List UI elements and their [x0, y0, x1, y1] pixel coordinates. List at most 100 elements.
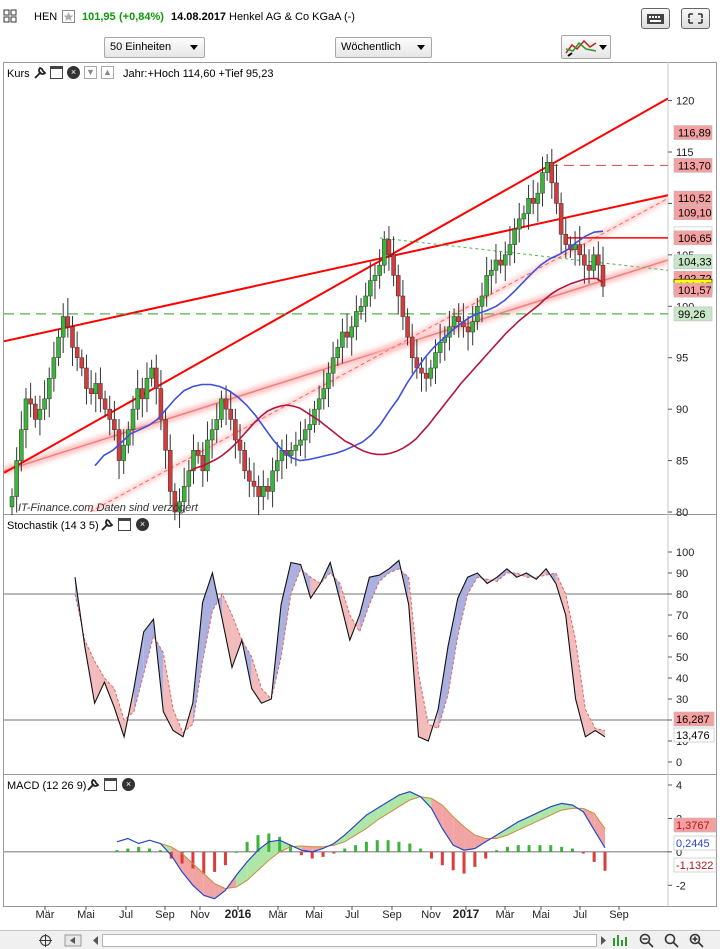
candle-body [372, 275, 378, 281]
stoch-fill [300, 564, 311, 599]
candle [9, 488, 15, 516]
candle-body [349, 326, 354, 338]
menu-grid-icon[interactable] [3, 9, 18, 24]
macd-fill [561, 803, 573, 811]
stoch-fill [585, 709, 596, 737]
horizontal-scrollbar[interactable] [102, 934, 597, 947]
star-icon[interactable] [62, 10, 75, 23]
candle-body [461, 321, 466, 328]
macd-fill [247, 850, 258, 881]
candle [428, 359, 434, 387]
stoch-fill [428, 709, 439, 741]
candle [228, 390, 233, 431]
macd-histogram-bar [137, 846, 141, 852]
candle-body [19, 429, 24, 461]
move-down-icon[interactable]: ▼ [84, 66, 97, 79]
candle-body [209, 429, 215, 441]
scroll-left-icon[interactable] [90, 933, 101, 948]
keyboard-button[interactable] [641, 8, 670, 29]
candle-body [186, 470, 192, 487]
x-tick-label: Sep [609, 909, 629, 921]
candle-body [33, 403, 38, 420]
candle [456, 303, 461, 338]
close-panel-icon[interactable]: × [122, 778, 135, 791]
x-tick-label: Mär [269, 909, 288, 921]
candle [28, 382, 33, 418]
stoch-k-line [74, 559, 606, 742]
candle [307, 408, 313, 444]
price-level-badge: 102,72 [673, 271, 713, 286]
zoom-in-icon[interactable] [689, 933, 704, 948]
macd-fill [203, 873, 215, 899]
stoch-fill [516, 573, 527, 578]
candle-body [223, 398, 229, 410]
maximize-panel-icon[interactable] [50, 66, 63, 79]
wrench-icon[interactable] [33, 66, 47, 80]
price-level-badge-label: 102,72 [678, 273, 712, 285]
expand-icon [688, 13, 703, 24]
candle [577, 226, 582, 266]
stoch-fill [408, 577, 419, 737]
candle [284, 434, 289, 469]
x-tick-label: Nov [190, 909, 210, 921]
fullscreen-button[interactable] [681, 8, 710, 29]
stoch-tick-label: 0 [676, 757, 682, 769]
chart-type-icon[interactable] [611, 932, 628, 949]
scroll-right-icon[interactable] [598, 933, 609, 948]
candle-body [247, 470, 252, 482]
candle [386, 226, 392, 271]
maximize-panel-icon[interactable] [118, 518, 131, 531]
candle-body [200, 455, 206, 472]
candle [479, 282, 485, 323]
interval-select[interactable]: Wöchentlich [335, 37, 432, 58]
candle-body [288, 450, 294, 456]
stoch-fill [369, 575, 380, 605]
scroll-left-end-icon[interactable] [64, 933, 82, 948]
stoch-fill [349, 615, 360, 641]
candle-body [419, 367, 424, 374]
macd-histogram-bar [299, 851, 303, 856]
candle-body [79, 357, 85, 369]
period-select[interactable]: 50 Einheiten [104, 37, 205, 58]
candle-body [391, 254, 396, 276]
candle [335, 339, 340, 366]
candle [493, 244, 499, 284]
close-panel-icon[interactable]: × [136, 518, 149, 531]
chart-tools-button[interactable] [561, 35, 611, 59]
candle-body [261, 486, 266, 497]
wrench-icon[interactable] [86, 778, 100, 792]
candle [442, 326, 448, 361]
close-panel-icon[interactable]: × [67, 66, 80, 79]
zoom-out-icon[interactable] [639, 933, 654, 948]
zoom-reset-icon[interactable] [664, 933, 679, 948]
price-level-badge: 107,04 [673, 226, 713, 242]
move-up-icon[interactable]: ▲ [101, 66, 114, 79]
candle-body [70, 326, 75, 348]
maximize-panel-icon[interactable] [104, 778, 117, 791]
candle-body [479, 295, 485, 307]
stoch-fill [212, 573, 223, 620]
candle [181, 467, 187, 513]
candle [433, 339, 438, 384]
candle [88, 370, 94, 405]
macd-histogram-bar [408, 843, 412, 852]
candle-body [423, 372, 429, 379]
stoch-fill [84, 640, 95, 704]
candle-body [312, 408, 317, 425]
macd-histogram-bar [256, 835, 260, 852]
candle [37, 395, 43, 436]
price-tick-label: 85 [676, 456, 688, 468]
candle [568, 236, 573, 258]
trend-lines [4, 97, 668, 512]
crosshair-icon[interactable] [38, 933, 53, 948]
macd-fill [182, 853, 193, 886]
candle-body [326, 372, 331, 389]
candle-body [591, 254, 596, 271]
stoch-fill [359, 577, 370, 632]
candle [326, 362, 331, 408]
wrench-icon[interactable] [100, 518, 114, 532]
candle [363, 282, 368, 323]
stoch-fill [506, 568, 517, 578]
candle-body [428, 367, 434, 379]
candle-body [65, 316, 71, 328]
